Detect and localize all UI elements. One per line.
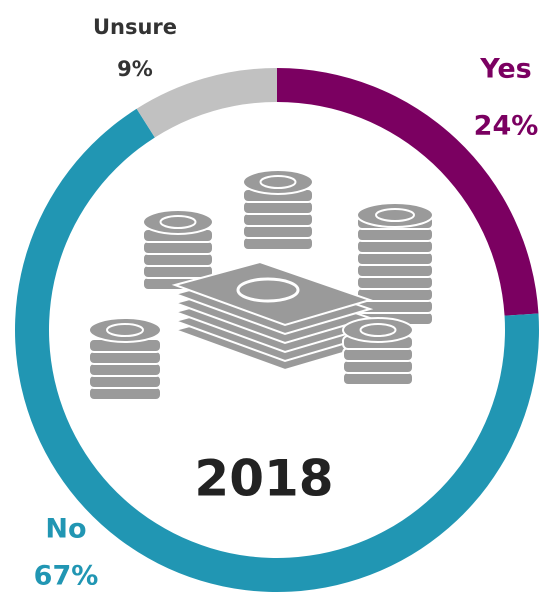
coin-mark	[375, 208, 415, 222]
coin-mark	[159, 215, 197, 229]
category-label: Unsure	[93, 15, 177, 39]
coin-mark	[259, 175, 297, 189]
coin-top	[242, 169, 314, 195]
coin-top	[356, 202, 434, 228]
coin-top	[342, 317, 414, 343]
coin-top	[88, 317, 162, 343]
coin-mark	[106, 323, 144, 337]
category-label: Yes	[479, 54, 531, 85]
coin-mark	[359, 323, 397, 337]
center-label: 2018	[194, 450, 333, 508]
money-icon	[88, 169, 434, 401]
bill	[171, 260, 374, 327]
slice	[136, 68, 277, 138]
coin-top	[142, 209, 214, 235]
category-label: No	[45, 514, 86, 545]
donut	[15, 68, 539, 593]
value-label: 24%	[474, 111, 539, 142]
value-label: 9%	[117, 57, 153, 81]
bill-mark	[236, 277, 300, 303]
slice	[277, 68, 539, 316]
value-label: 67%	[34, 561, 99, 592]
